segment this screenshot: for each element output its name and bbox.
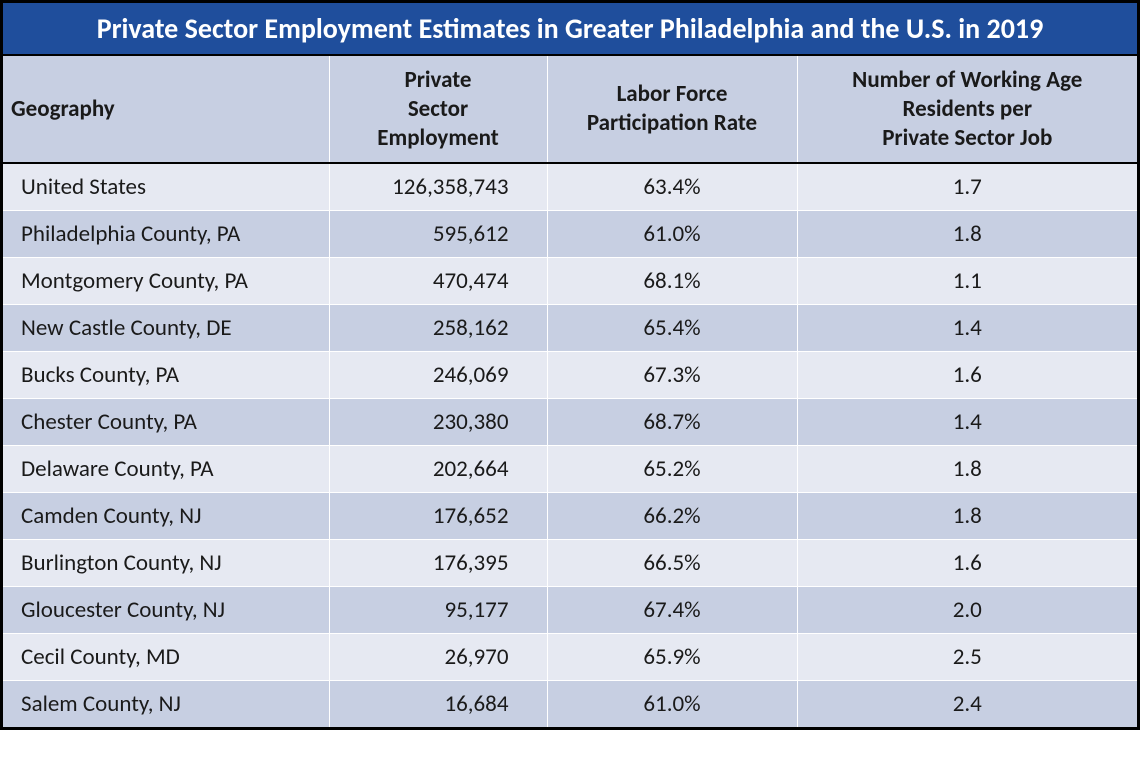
cell-employment: 246,069 <box>329 352 547 399</box>
cell-employment: 595,612 <box>329 211 547 258</box>
table-row: Delaware County, PA202,66465.2%1.8 <box>3 446 1137 493</box>
table-header: Geography PrivateSectorEmployment Labor … <box>3 56 1137 163</box>
cell-geography: Montgomery County, PA <box>3 258 329 305</box>
table-title: Private Sector Employment Estimates in G… <box>3 3 1137 56</box>
cell-geography: Delaware County, PA <box>3 446 329 493</box>
cell-employment: 230,380 <box>329 399 547 446</box>
cell-geography: Cecil County, MD <box>3 634 329 681</box>
col-header-employment-text: PrivateSectorEmployment <box>377 66 498 152</box>
cell-ratio: 1.8 <box>797 211 1137 258</box>
cell-geography: Bucks County, PA <box>3 352 329 399</box>
table-row: Chester County, PA230,38068.7%1.4 <box>3 399 1137 446</box>
table-row: United States126,358,74363.4%1.7 <box>3 163 1137 211</box>
cell-geography: Gloucester County, NJ <box>3 587 329 634</box>
cell-ratio: 1.8 <box>797 493 1137 540</box>
cell-rate: 68.1% <box>547 258 797 305</box>
cell-rate: 61.0% <box>547 681 797 728</box>
col-header-rate: Labor ForceParticipation Rate <box>547 56 797 163</box>
cell-ratio: 1.6 <box>797 540 1137 587</box>
col-header-geography: Geography <box>3 56 329 163</box>
cell-rate: 65.2% <box>547 446 797 493</box>
cell-ratio: 1.7 <box>797 163 1137 211</box>
cell-employment: 470,474 <box>329 258 547 305</box>
table-row: Burlington County, NJ176,39566.5%1.6 <box>3 540 1137 587</box>
cell-ratio: 2.5 <box>797 634 1137 681</box>
col-header-ratio: Number of Working AgeResidents perPrivat… <box>797 56 1137 163</box>
table-row: Camden County, NJ176,65266.2%1.8 <box>3 493 1137 540</box>
cell-rate: 65.9% <box>547 634 797 681</box>
cell-employment: 95,177 <box>329 587 547 634</box>
cell-geography: Salem County, NJ <box>3 681 329 728</box>
cell-employment: 258,162 <box>329 305 547 352</box>
cell-geography: Camden County, NJ <box>3 493 329 540</box>
cell-employment: 176,395 <box>329 540 547 587</box>
table-row: Cecil County, MD26,97065.9%2.5 <box>3 634 1137 681</box>
cell-employment: 26,970 <box>329 634 547 681</box>
cell-rate: 66.2% <box>547 493 797 540</box>
table-row: Philadelphia County, PA595,61261.0%1.8 <box>3 211 1137 258</box>
cell-rate: 61.0% <box>547 211 797 258</box>
col-header-ratio-text: Number of Working AgeResidents perPrivat… <box>852 66 1082 152</box>
table-row: Montgomery County, PA470,47468.1%1.1 <box>3 258 1137 305</box>
data-table: Geography PrivateSectorEmployment Labor … <box>3 56 1137 727</box>
table-row: Bucks County, PA246,06967.3%1.6 <box>3 352 1137 399</box>
cell-employment: 202,664 <box>329 446 547 493</box>
cell-rate: 68.7% <box>547 399 797 446</box>
cell-rate: 66.5% <box>547 540 797 587</box>
cell-rate: 67.4% <box>547 587 797 634</box>
table-row: New Castle County, DE258,16265.4%1.4 <box>3 305 1137 352</box>
col-header-rate-text: Labor ForceParticipation Rate <box>587 80 757 137</box>
cell-employment: 176,652 <box>329 493 547 540</box>
cell-rate: 65.4% <box>547 305 797 352</box>
cell-ratio: 2.4 <box>797 681 1137 728</box>
cell-ratio: 1.1 <box>797 258 1137 305</box>
cell-rate: 63.4% <box>547 163 797 211</box>
cell-ratio: 1.6 <box>797 352 1137 399</box>
cell-ratio: 1.8 <box>797 446 1137 493</box>
table-row: Gloucester County, NJ95,17767.4%2.0 <box>3 587 1137 634</box>
cell-ratio: 1.4 <box>797 399 1137 446</box>
cell-employment: 126,358,743 <box>329 163 547 211</box>
col-header-employment: PrivateSectorEmployment <box>329 56 547 163</box>
col-header-geography-text: Geography <box>11 95 115 123</box>
cell-geography: New Castle County, DE <box>3 305 329 352</box>
cell-geography: Chester County, PA <box>3 399 329 446</box>
cell-ratio: 1.4 <box>797 305 1137 352</box>
table-row: Salem County, NJ16,68461.0%2.4 <box>3 681 1137 728</box>
cell-geography: Burlington County, NJ <box>3 540 329 587</box>
table-body: United States126,358,74363.4%1.7Philadel… <box>3 163 1137 727</box>
cell-employment: 16,684 <box>329 681 547 728</box>
employment-table: Private Sector Employment Estimates in G… <box>0 0 1140 730</box>
cell-rate: 67.3% <box>547 352 797 399</box>
cell-geography: Philadelphia County, PA <box>3 211 329 258</box>
cell-ratio: 2.0 <box>797 587 1137 634</box>
cell-geography: United States <box>3 163 329 211</box>
